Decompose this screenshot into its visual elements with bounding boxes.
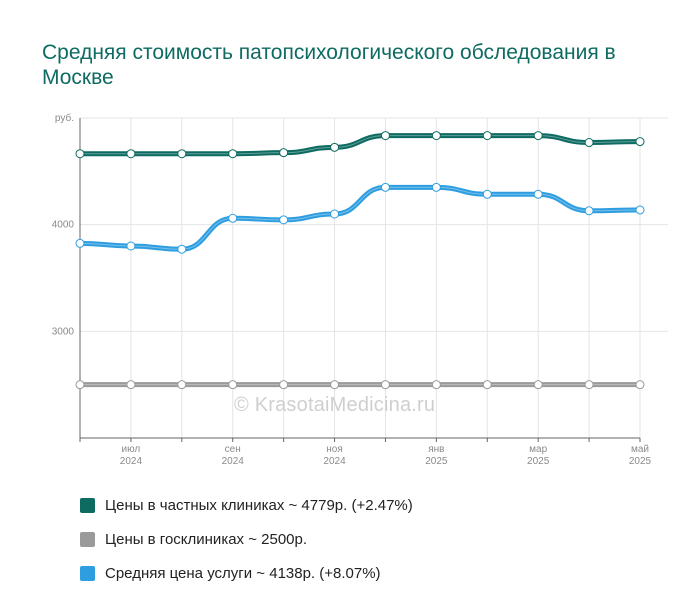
data-point-public bbox=[228, 380, 238, 390]
data-point-average bbox=[228, 213, 238, 223]
data-point-average bbox=[635, 205, 645, 215]
x-tick-label-year: 2024 bbox=[222, 456, 245, 467]
x-tick-label-month: ноя bbox=[326, 444, 343, 455]
legend-item-private[interactable]: Цены в частных клиниках ~ 4779р. (+2.47%… bbox=[80, 488, 413, 522]
data-point-average bbox=[177, 244, 187, 254]
data-point-average bbox=[584, 206, 594, 216]
data-point-private bbox=[75, 149, 85, 159]
data-point-public bbox=[380, 380, 390, 390]
watermark: © KrasotaiMedicina.ru bbox=[234, 394, 436, 416]
data-point-average bbox=[431, 182, 441, 192]
line-chart: руб.30004000июл2024сен2024ноя2024янв2025… bbox=[52, 112, 668, 467]
x-tick-label-year: 2024 bbox=[120, 456, 143, 467]
data-point-public bbox=[482, 380, 492, 390]
legend-swatch-average bbox=[80, 565, 95, 581]
x-tick-label-year: 2025 bbox=[425, 456, 448, 467]
data-point-private bbox=[635, 137, 645, 147]
x-tick-label-month: май bbox=[631, 444, 649, 455]
x-tick-label-month: июл bbox=[122, 444, 141, 455]
data-point-public bbox=[533, 380, 543, 390]
data-point-public bbox=[635, 380, 645, 390]
y-tick-label: 3000 bbox=[52, 326, 75, 337]
x-tick-label-year: 2025 bbox=[629, 456, 652, 467]
x-tick-label-month: сен bbox=[225, 444, 241, 455]
series-line-private bbox=[77, 133, 643, 157]
chart-title: Средняя стоимость патопсихологического о… bbox=[42, 41, 616, 89]
data-point-private bbox=[533, 131, 543, 141]
legend-label-public: Цены в госклиниках ~ 2500р. bbox=[105, 530, 308, 548]
data-point-private bbox=[584, 138, 594, 148]
data-point-average bbox=[482, 189, 492, 199]
x-tick-label-month: янв bbox=[428, 444, 444, 455]
data-point-public bbox=[126, 380, 136, 390]
y-tick-label: 4000 bbox=[52, 220, 75, 231]
data-point-public bbox=[177, 380, 187, 390]
legend-label-private: Цены в частных клиниках ~ 4779р. (+2.47%… bbox=[105, 496, 413, 514]
data-point-public bbox=[75, 380, 85, 390]
x-tick-label-month: мар bbox=[529, 444, 547, 455]
x-tick-label-year: 2025 bbox=[527, 456, 550, 467]
y-axis-unit-label: руб. bbox=[55, 112, 74, 124]
data-point-private bbox=[126, 149, 136, 159]
data-point-average bbox=[279, 215, 289, 225]
data-point-average bbox=[380, 182, 390, 192]
x-tick-label-year: 2024 bbox=[323, 456, 346, 467]
data-point-public bbox=[330, 380, 340, 390]
legend-item-public[interactable]: Цены в госклиниках ~ 2500р. bbox=[80, 522, 413, 556]
series-line-average bbox=[77, 184, 643, 252]
series-line-highlight-private bbox=[80, 135, 641, 155]
data-point-private bbox=[330, 142, 340, 152]
data-point-private bbox=[482, 131, 492, 141]
data-point-average bbox=[533, 189, 543, 199]
data-point-public bbox=[584, 380, 594, 390]
data-point-average bbox=[126, 241, 136, 251]
data-point-average bbox=[75, 238, 85, 248]
data-point-private bbox=[279, 148, 289, 158]
legend-swatch-public bbox=[80, 531, 95, 547]
data-point-private bbox=[431, 131, 441, 141]
legend-swatch-private bbox=[80, 497, 95, 513]
data-point-public bbox=[279, 380, 289, 390]
legend-label-average: Средняя цена услуги ~ 4138р. (+8.07%) bbox=[105, 564, 381, 582]
data-point-private bbox=[177, 149, 187, 159]
data-point-public bbox=[431, 380, 441, 390]
data-point-private bbox=[380, 131, 390, 141]
legend: Цены в частных клиниках ~ 4779р. (+2.47%… bbox=[80, 488, 413, 590]
data-point-average bbox=[330, 209, 340, 219]
legend-item-average[interactable]: Средняя цена услуги ~ 4138р. (+8.07%) bbox=[80, 556, 413, 590]
data-point-private bbox=[228, 149, 238, 159]
